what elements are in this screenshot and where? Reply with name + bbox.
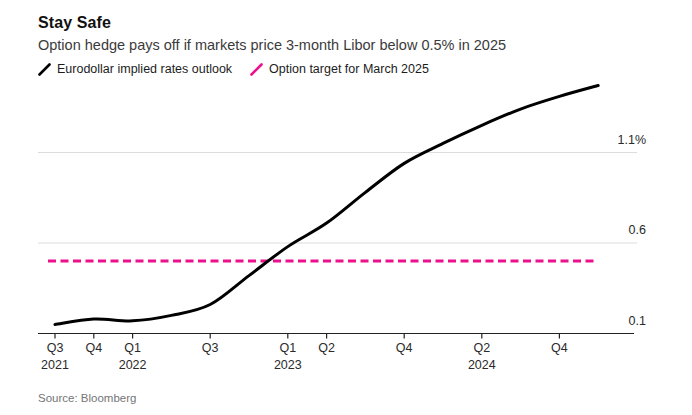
x-tick-label: Q3 [202, 341, 219, 355]
x-year-label: 2022 [119, 358, 147, 372]
bloomberg-chart-card: Stay Safe Option hedge pays off if marke… [0, 0, 692, 415]
x-tick-label: Q4 [551, 341, 568, 355]
x-tick-label: Q1 [124, 341, 141, 355]
line-chart: 0.1 0.6 1.1% Q3 2021 Q4 Q1 2022 Q3 Q1 2023 Q2 Q4 Q2 20… [0, 0, 692, 415]
x-year-label: 2023 [274, 358, 302, 372]
x-tick-label: Q2 [473, 341, 490, 355]
x-tick-label: Q2 [318, 341, 335, 355]
x-tick-label: Q4 [85, 341, 102, 355]
x-year-label: 2024 [468, 358, 496, 372]
source-credit: Source: Bloomberg [38, 392, 136, 404]
y-tick-label: 1.1% [618, 133, 647, 147]
x-year-label: 2021 [41, 358, 69, 372]
implied-rates-line [55, 86, 598, 325]
y-tick-label: 0.6 [629, 223, 646, 237]
x-tick-label: Q3 [47, 341, 64, 355]
x-tick-label: Q1 [279, 341, 296, 355]
y-tick-label: 0.1 [629, 314, 646, 328]
x-tick-label: Q4 [396, 341, 413, 355]
